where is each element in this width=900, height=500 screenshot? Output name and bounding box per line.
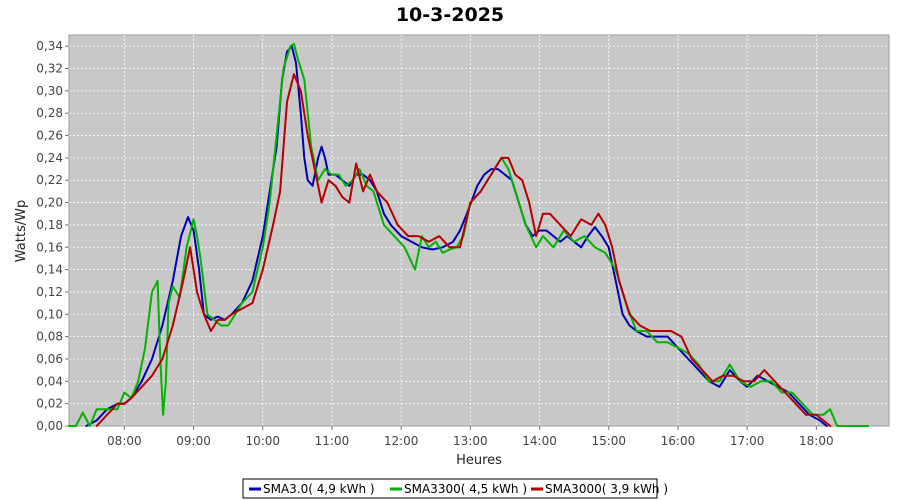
y-tick-label: 0,18 [36, 218, 63, 232]
y-tick-label: 0,34 [36, 39, 63, 53]
y-tick-label: 0,24 [36, 151, 63, 165]
series-line-1 [85, 45, 828, 427]
y-tick-label: 0,26 [36, 129, 63, 143]
legend: SMA3.0( 4,9 kWh ) SMA3300( 4,5 kWh ) SMA30… [242, 478, 668, 499]
y-tick-label: 0,30 [36, 84, 63, 98]
x-tick-label: 13:00 [453, 434, 488, 448]
y-tick-label: 0,04 [36, 374, 63, 388]
y-tick-label: 0,02 [36, 397, 63, 411]
y-tick-label: 0,10 [36, 307, 63, 321]
y-tick-label: 0,32 [36, 62, 63, 76]
x-tick-label: 11:00 [315, 434, 350, 448]
y-tick-label: 0,00 [36, 419, 63, 433]
x-tick-label: 09:00 [176, 434, 211, 448]
y-tick-label: 0,16 [36, 240, 63, 254]
legend-item: SMA3000( 3,9 kWh ) [531, 482, 668, 496]
y-tick-label: 0,22 [36, 173, 63, 187]
y-tick-label: 0,20 [36, 196, 63, 210]
legend-label: SMA3300( 4,5 kWh ) [404, 482, 527, 496]
plot-area [68, 34, 890, 427]
y-tick-label: 0,06 [36, 352, 63, 366]
y-axis-label: Watts/Wp [14, 200, 29, 262]
x-axis-label: Heures [456, 453, 502, 468]
x-tick-label: 12:00 [384, 434, 419, 448]
legend-label: SMA3000( 3,9 kWh ) [545, 482, 668, 496]
x-tick-label: 18:00 [799, 434, 834, 448]
y-tick-label: 0,12 [36, 285, 63, 299]
legend-item: SMA3.0( 4,9 kWh ) [249, 482, 375, 496]
x-tick-label: 17:00 [730, 434, 765, 448]
y-tick-label: 0,14 [36, 263, 63, 277]
series-line-3 [95, 73, 832, 427]
legend-item: SMA3300( 4,5 kWh ) [390, 482, 527, 496]
y-tick-label: 0,28 [36, 106, 63, 120]
grid-lines [69, 35, 889, 426]
x-tick-label: 15:00 [591, 434, 626, 448]
data-series [68, 42, 870, 427]
legend-label: SMA3.0( 4,9 kWh ) [263, 482, 375, 496]
y-tick-label: 0,08 [36, 330, 63, 344]
legend-box [242, 478, 658, 499]
axes: 0,00 0,02 0,04 0,06 0,08 0,10 0,12 0,14 0,16 0,18… [36, 39, 833, 448]
x-tick-label: 10:00 [245, 434, 280, 448]
x-tick-label: 14:00 [522, 434, 557, 448]
x-tick-label: 16:00 [661, 434, 696, 448]
chart-title: 10-3-2025 [396, 4, 504, 26]
x-tick-label: 08:00 [107, 434, 142, 448]
